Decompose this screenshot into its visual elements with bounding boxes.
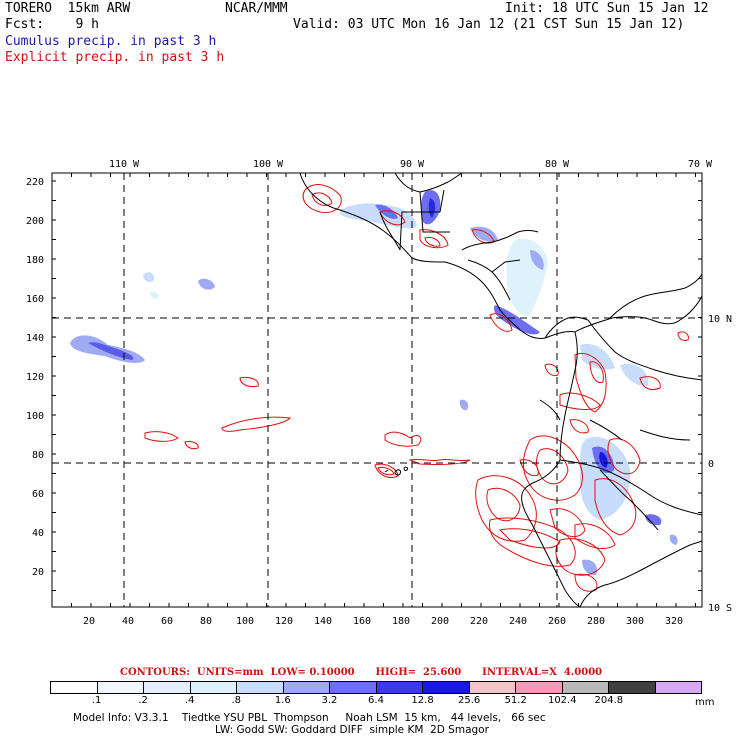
x-label: 200 [431, 616, 449, 627]
colorbar-label: .8 [231, 695, 242, 706]
y-label: 140 [26, 333, 44, 344]
colorbar-label: 3.2 [321, 695, 338, 706]
x-label: 220 [470, 616, 488, 627]
colorbar-label: 51.2 [504, 695, 527, 706]
colorbar-labels: .1 .2 .4 .8 1.6 3.2 6.4 12.8 25.6 51.2 102.4 204.8 [50, 695, 702, 707]
x-label: 320 [665, 616, 683, 627]
lon-label-90w: 90 W [400, 159, 425, 170]
y-label: 160 [26, 294, 44, 305]
x-label: 260 [548, 616, 566, 627]
x-label: 80 [200, 616, 212, 627]
y-label: 40 [32, 528, 44, 539]
colorbar-segment [469, 682, 516, 693]
model-title: TORERO 15km ARW [5, 1, 131, 16]
colorbar-segment [330, 682, 377, 693]
colorbar-label: 1.6 [274, 695, 291, 706]
x-label: 280 [587, 616, 605, 627]
valid-time: Valid: 03 UTC Mon 16 Jan 12 (21 CST Sun … [293, 17, 685, 32]
x-label: 300 [626, 616, 644, 627]
coastlines [299, 172, 703, 608]
colorbar-segment [97, 682, 144, 693]
y-label: 200 [26, 216, 44, 227]
colorbar-label: 25.6 [458, 695, 481, 706]
colorbar-label: 102.4 [547, 695, 577, 706]
lon-label-70w: 70 W [688, 159, 713, 170]
forecast-hour: Fcst: 9 h [5, 17, 99, 32]
colorbar-segment [516, 682, 563, 693]
colorbar-segment [51, 682, 98, 693]
colorbar-label: 6.4 [368, 695, 384, 706]
lat-label-10n: 10 N [708, 314, 732, 325]
contours-info: CONTOURS: UNITS=mm LOW= 0.10000 HIGH= 25… [120, 667, 603, 678]
y-label: 80 [32, 450, 44, 461]
graticule [52, 173, 702, 607]
precip-colorbar [50, 681, 702, 694]
x-label: 60 [161, 616, 173, 627]
colorbar-label: 12.8 [411, 695, 434, 706]
y-grid-index-labels: 220 200 180 160 140 120 100 80 60 40 20 [26, 177, 44, 578]
cumulus-precip-shading [70, 190, 678, 576]
colorbar-segment [655, 682, 701, 693]
colorbar-segment [283, 682, 330, 693]
x-label: 100 [236, 616, 254, 627]
x-label: 140 [314, 616, 332, 627]
colorbar-segment [562, 682, 609, 693]
colorbar-segment [237, 682, 284, 693]
colorbar-segment [423, 682, 470, 693]
y-label: 100 [26, 411, 44, 422]
explicit-precip-contours [144, 184, 689, 592]
lat-label-10s: 10 S [708, 603, 732, 614]
x-label: 160 [353, 616, 371, 627]
model-info-line2: LW: Godd SW: Goddard DIFF simple KM 2D S… [215, 724, 489, 736]
x-label: 180 [392, 616, 410, 627]
y-label: 180 [26, 255, 44, 266]
explicit-precip-label: Explicit precip. in past 3 h [5, 50, 225, 65]
x-label: 20 [83, 616, 95, 627]
axis-ticks [51, 173, 702, 607]
longitude-labels: 110 W 100 W 90 W 80 W 70 W [109, 159, 713, 170]
cumulus-precip-label: Cumulus precip. in past 3 h [5, 34, 217, 49]
x-label: 120 [275, 616, 293, 627]
colorbar-label: .2 [138, 695, 148, 706]
model-info-line1: Model Info: V3.3.1 Tiedtke YSU PBL Thomp… [73, 712, 546, 724]
y-label: 20 [32, 567, 44, 578]
colorbar-label: 204.8 [594, 695, 624, 706]
y-label: 120 [26, 372, 44, 383]
colorbar-units: mm [695, 697, 715, 708]
organization-label: NCAR/MMM [225, 1, 288, 16]
colorbar-segment [609, 682, 656, 693]
x-label: 240 [509, 616, 527, 627]
lon-label-110w: 110 W [109, 159, 140, 170]
colorbar-segment [144, 682, 191, 693]
colorbar-label: .1 [91, 695, 102, 706]
colorbar-segment [190, 682, 237, 693]
x-grid-index-labels: 20 40 60 80 100 120 140 160 180 200 220 … [83, 616, 683, 627]
map-frame [51, 172, 703, 608]
init-time: Init: 18 UTC Sun 15 Jan 12 [505, 1, 709, 16]
colorbar-label: .4 [184, 695, 195, 706]
y-label: 60 [32, 489, 44, 500]
lon-label-100w: 100 W [253, 159, 284, 170]
lat-label-0: 0 [708, 459, 714, 470]
colorbar-segment [376, 682, 423, 693]
y-label: 220 [26, 177, 44, 188]
x-label: 40 [122, 616, 134, 627]
lon-label-80w: 80 W [545, 159, 570, 170]
latitude-labels: 10 N 0 10 S [708, 314, 732, 614]
